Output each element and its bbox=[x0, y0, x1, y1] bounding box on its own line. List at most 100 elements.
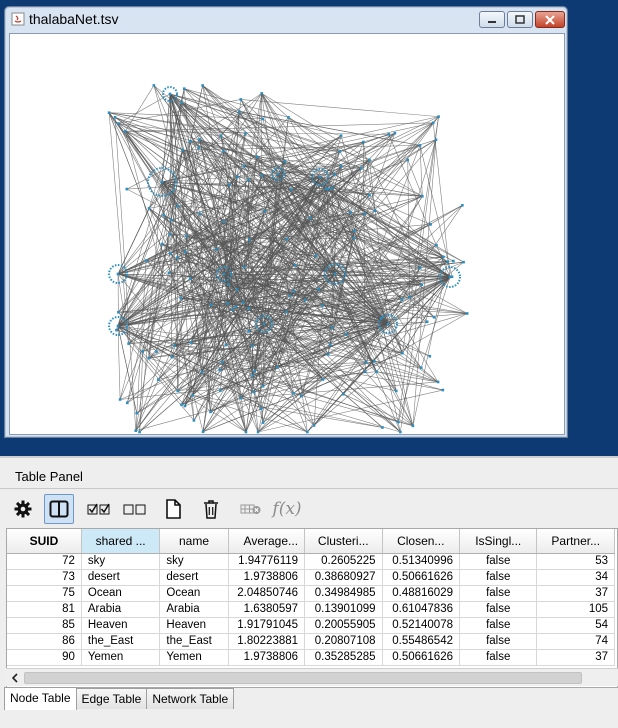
table-cell[interactable]: Yemen bbox=[81, 649, 161, 666]
split-view-button[interactable] bbox=[44, 494, 74, 524]
table-cell[interactable]: Arabia bbox=[81, 601, 161, 618]
table-cell[interactable]: Heaven bbox=[81, 617, 161, 634]
maximize-button[interactable] bbox=[507, 11, 533, 28]
table-cell[interactable]: 37 bbox=[536, 649, 615, 666]
table-cell[interactable]: 75 bbox=[7, 585, 82, 602]
delete-columns-button[interactable] bbox=[196, 494, 226, 524]
table-cell[interactable]: 0.61047836 bbox=[382, 601, 461, 618]
table-cell[interactable]: 1.91791045 bbox=[228, 617, 306, 634]
column-header[interactable]: SUID bbox=[7, 529, 82, 554]
table-cell[interactable]: 0.20055905 bbox=[304, 617, 383, 634]
table-cell[interactable]: 37 bbox=[536, 585, 615, 602]
table-row[interactable]: 85 Heaven Heaven 1.91791045 0.20055905 0.5214… bbox=[7, 617, 615, 634]
table-options-button[interactable] bbox=[8, 494, 38, 524]
panel-title: Table Panel bbox=[15, 469, 83, 484]
tab-node-table[interactable]: Node Table bbox=[4, 687, 77, 710]
table-cell[interactable]: 53 bbox=[536, 553, 615, 570]
table-cell[interactable]: Ocean bbox=[81, 585, 161, 602]
column-header[interactable]: Partner... bbox=[536, 529, 615, 554]
table-cell[interactable]: false bbox=[459, 553, 538, 570]
table-row[interactable]: 81 Arabia Arabia 1.6380597 0.13901099 0.61047… bbox=[7, 601, 615, 618]
window-title: thalabaNet.tsv bbox=[29, 11, 119, 27]
table-cell[interactable]: 0.34984985 bbox=[304, 585, 383, 602]
table-cell[interactable]: false bbox=[459, 569, 538, 586]
table-cell[interactable]: 0.48816029 bbox=[382, 585, 461, 602]
table-cell[interactable]: 0.51340996 bbox=[382, 553, 461, 570]
table-cell[interactable]: 0.13901099 bbox=[304, 601, 383, 618]
table-panel: Table Panel bbox=[0, 456, 618, 728]
table-row[interactable]: 86 the_East the_East 1.80223881 0.20807108 0.… bbox=[7, 633, 615, 650]
table-cell[interactable]: 34 bbox=[536, 569, 615, 586]
window-title-bar[interactable]: thalabaNet.tsv bbox=[5, 7, 567, 31]
table-cell[interactable]: 0.38680927 bbox=[304, 569, 383, 586]
table-cell[interactable]: false bbox=[459, 585, 538, 602]
table-cell[interactable]: 2.04850746 bbox=[228, 585, 306, 602]
scroll-left-button[interactable] bbox=[8, 670, 22, 686]
table-cell[interactable]: 1.94776119 bbox=[228, 553, 306, 570]
check-all-icon bbox=[87, 503, 110, 515]
node-table[interactable]: SUID shared ... name Average... Clusteri... C… bbox=[6, 528, 618, 688]
table-cell[interactable]: 0.55486542 bbox=[382, 633, 461, 650]
table-cell[interactable]: 0.35285285 bbox=[304, 649, 383, 666]
table-cell[interactable]: 1.9738806 bbox=[228, 649, 306, 666]
table-row[interactable]: 90 Yemen Yemen 1.9738806 0.35285285 0.5066162… bbox=[7, 649, 615, 666]
table-cell[interactable]: false bbox=[459, 633, 538, 650]
column-header[interactable]: Average... bbox=[228, 529, 306, 554]
table-cell[interactable]: Yemen bbox=[159, 649, 229, 666]
column-header[interactable]: Clusteri... bbox=[304, 529, 383, 554]
table-cell[interactable]: 0.50661626 bbox=[382, 649, 461, 666]
table-cell[interactable]: 0.50661626 bbox=[382, 569, 461, 586]
table-cell[interactable]: 0.2605225 bbox=[304, 553, 383, 570]
table-row[interactable]: 72 sky sky 1.94776119 0.2605225 0.51340996 fal… bbox=[7, 553, 615, 570]
table-cell[interactable]: Arabia bbox=[159, 601, 229, 618]
minimize-button[interactable] bbox=[479, 11, 505, 28]
table-cell[interactable]: 81 bbox=[7, 601, 82, 618]
table-cell[interactable]: the_East bbox=[81, 633, 161, 650]
table-cell[interactable]: 54 bbox=[536, 617, 615, 634]
table-cell[interactable]: the_East bbox=[159, 633, 229, 650]
network-view-window[interactable]: thalabaNet.tsv bbox=[4, 6, 568, 438]
table-cell[interactable]: 105 bbox=[536, 601, 615, 618]
scrollbar-thumb[interactable] bbox=[24, 672, 582, 684]
column-header[interactable]: name bbox=[159, 529, 229, 554]
table-cell[interactable]: Ocean bbox=[159, 585, 229, 602]
table-cell[interactable]: 72 bbox=[7, 553, 82, 570]
table-cell[interactable]: desert bbox=[159, 569, 229, 586]
close-button[interactable] bbox=[535, 11, 565, 28]
tab-network-table[interactable]: Network Table bbox=[146, 688, 235, 709]
table-cell[interactable]: sky bbox=[159, 553, 229, 570]
table-row[interactable]: 73 desert desert 1.9738806 0.38680927 0.50661… bbox=[7, 569, 615, 586]
deselect-all-button[interactable] bbox=[120, 494, 150, 524]
split-view-icon bbox=[49, 500, 69, 518]
table-cell[interactable]: 1.6380597 bbox=[228, 601, 306, 618]
table-cell[interactable]: Heaven bbox=[159, 617, 229, 634]
select-all-button[interactable] bbox=[84, 494, 114, 524]
table-cell[interactable]: false bbox=[459, 617, 538, 634]
table-cell[interactable]: desert bbox=[81, 569, 161, 586]
table-cell[interactable]: 86 bbox=[7, 633, 82, 650]
table-cell[interactable]: 1.9738806 bbox=[228, 569, 306, 586]
network-edges bbox=[108, 85, 468, 433]
table-cell[interactable]: 73 bbox=[7, 569, 82, 586]
delete-table-button[interactable] bbox=[236, 494, 266, 524]
tab-edge-table[interactable]: Edge Table bbox=[75, 688, 148, 709]
table-row[interactable]: 75 Ocean Ocean 2.04850746 0.34984985 0.488160… bbox=[7, 585, 615, 602]
table-cell[interactable]: 90 bbox=[7, 649, 82, 666]
network-canvas[interactable] bbox=[9, 33, 565, 435]
table-cell[interactable]: sky bbox=[81, 553, 161, 570]
table-cell[interactable]: 0.20807108 bbox=[304, 633, 383, 650]
table-cell[interactable]: false bbox=[459, 601, 538, 618]
horizontal-scrollbar[interactable] bbox=[6, 668, 618, 686]
column-header[interactable]: shared ... bbox=[81, 529, 161, 554]
table-cell[interactable]: 1.80223881 bbox=[228, 633, 306, 650]
function-builder-button[interactable]: f(x) bbox=[272, 494, 302, 524]
table-cell[interactable]: 85 bbox=[7, 617, 82, 634]
column-header[interactable]: Closen... bbox=[382, 529, 461, 554]
column-header[interactable]: IsSingl... bbox=[459, 529, 538, 554]
network-graph[interactable] bbox=[10, 34, 565, 435]
table-cell[interactable]: 74 bbox=[536, 633, 615, 650]
table-cell[interactable]: 0.52140078 bbox=[382, 617, 461, 634]
table-cell[interactable]: false bbox=[459, 649, 538, 666]
close-icon bbox=[545, 14, 555, 25]
new-column-button[interactable] bbox=[158, 494, 188, 524]
